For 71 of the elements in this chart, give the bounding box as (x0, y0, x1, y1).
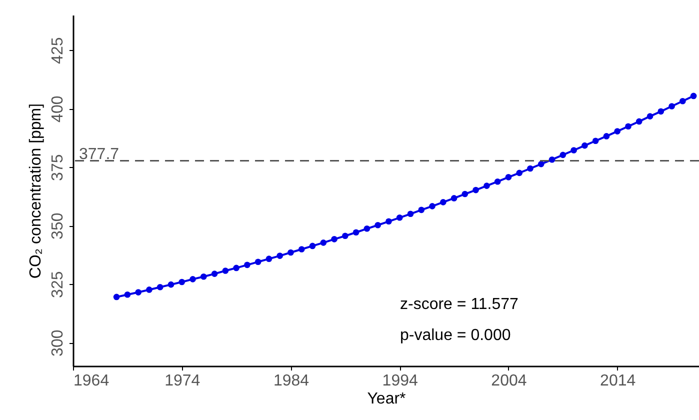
point (680, 98, 686, 104)
point (309, 242, 316, 250)
x-tick-label: 1974 (164, 372, 200, 390)
x-tick-label: 1994 (382, 372, 418, 390)
y-tick-label: 300 (50, 330, 66, 356)
y-tick-label: 400 (50, 96, 66, 122)
point (233, 264, 240, 272)
point (135, 289, 142, 296)
point (266, 256, 272, 262)
point (396, 214, 403, 221)
point (364, 225, 370, 232)
x-axis-title: Year* (367, 390, 406, 408)
point (276, 252, 284, 259)
point (527, 165, 534, 172)
point (288, 249, 294, 256)
point (254, 258, 262, 266)
point (625, 123, 632, 130)
point (222, 268, 229, 274)
x-tick-label: 1964 (74, 372, 110, 390)
point (178, 278, 186, 286)
point (146, 286, 152, 293)
point (472, 186, 479, 194)
point (331, 236, 338, 242)
point (440, 199, 446, 206)
point (418, 206, 425, 214)
point (658, 108, 664, 115)
y-tick-label: 375 (50, 154, 66, 181)
point (298, 246, 305, 252)
annotation: z-score = 11.577 (400, 296, 519, 313)
point (570, 147, 577, 154)
point (592, 138, 599, 144)
annotation: p-value = 0.000 (400, 327, 511, 344)
point (494, 178, 501, 185)
point (124, 291, 131, 298)
point (582, 142, 588, 149)
point (462, 190, 468, 198)
y-tick-label: 325 (50, 271, 66, 298)
y-tick-label: 425 (50, 37, 66, 64)
x-tick-label: 2004 (491, 372, 527, 390)
point (211, 270, 218, 277)
y-axis-title: CO₂ concentration [ppm] (28, 103, 44, 279)
point (429, 203, 436, 210)
point (407, 210, 414, 218)
point (516, 170, 523, 176)
point (538, 160, 544, 168)
point (484, 182, 490, 189)
point (450, 195, 458, 202)
point (636, 118, 642, 125)
point (560, 152, 566, 158)
point (374, 222, 381, 228)
point (690, 92, 697, 100)
point (200, 273, 207, 280)
point (168, 281, 174, 288)
point (614, 128, 621, 134)
point (386, 218, 392, 225)
y-tick-label: 350 (50, 212, 66, 240)
point (156, 284, 164, 290)
point (668, 103, 675, 110)
point (646, 113, 654, 120)
point (548, 156, 556, 163)
x-tick-label: 1984 (273, 372, 310, 390)
point (352, 229, 360, 236)
ref-line-label: 377.7 (79, 146, 120, 163)
point (342, 232, 348, 240)
point (505, 174, 512, 180)
point (320, 240, 327, 246)
point (113, 294, 120, 300)
x-tick-label: 2014 (600, 372, 636, 390)
point (603, 133, 610, 140)
point (244, 262, 250, 268)
point (190, 276, 196, 282)
